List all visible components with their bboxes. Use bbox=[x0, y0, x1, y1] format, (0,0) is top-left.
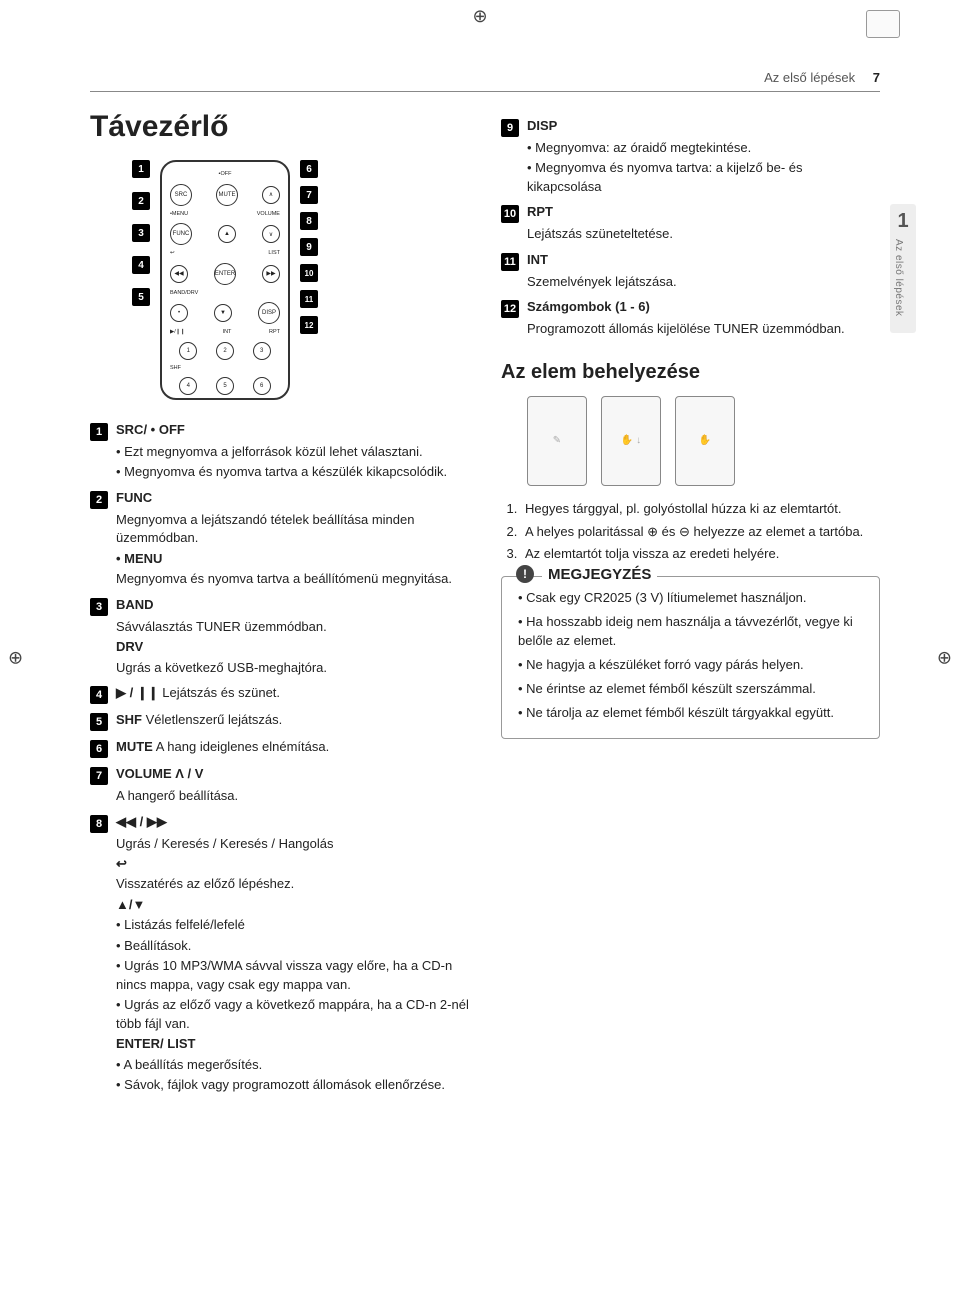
remote-down: ▼ bbox=[214, 304, 232, 322]
callout-4: 4 bbox=[132, 256, 150, 274]
callout-10: 10 bbox=[300, 264, 318, 282]
item-10-lead: RPT bbox=[527, 204, 553, 219]
remote-illustration: 12345 •OFF SRC MUTE ∧ •MENU VOLUME FUNC … bbox=[132, 160, 469, 400]
note-box: ! MEGJEGYZÉS Csak egy CR2025 (3 V) lítiu… bbox=[501, 576, 880, 739]
item-7-body: A hangerő beállítása. bbox=[116, 787, 469, 805]
callout-8: 8 bbox=[300, 212, 318, 230]
remote-prev: ◀◀ bbox=[170, 265, 188, 283]
item-10-badge: 10 bbox=[501, 205, 519, 223]
battery-step-2-img: ✋ ↓ bbox=[601, 396, 661, 486]
callout-5: 5 bbox=[132, 288, 150, 306]
battery-steps: Hegyes tárggyal, pl. golyóstollal húzza … bbox=[521, 500, 880, 565]
callout-12: 12 bbox=[300, 316, 318, 334]
remote-vol-up: ∧ bbox=[262, 186, 280, 204]
registration-mark-left: ⊕ bbox=[8, 647, 23, 668]
side-tab-label: Az első lépések bbox=[893, 239, 904, 317]
header-page-number: 7 bbox=[873, 70, 880, 85]
remote-next: ▶▶ bbox=[262, 265, 280, 283]
callout-7: 7 bbox=[300, 186, 318, 204]
item-12-lead: Számgombok (1 - 6) bbox=[527, 299, 650, 314]
item-1-lead: SRC/ • OFF bbox=[116, 422, 185, 437]
item-2-lead: FUNC bbox=[116, 490, 152, 505]
item-6-badge: 6 bbox=[90, 740, 108, 758]
note-4: Ne érintse az elemet fémből készült szer… bbox=[518, 680, 867, 698]
page-header: Az első lépések 7 bbox=[90, 70, 880, 92]
note-icon: ! bbox=[516, 565, 534, 583]
callout-11: 11 bbox=[300, 290, 318, 308]
item-7-badge: 7 bbox=[90, 767, 108, 785]
corner-thumbnail bbox=[866, 10, 900, 38]
callout-6: 6 bbox=[300, 160, 318, 178]
step-3: Az elemtartót tolja vissza az eredeti he… bbox=[521, 545, 880, 564]
item-3-body: Sávválasztás TUNER üzemmódban.DRVUgrás a… bbox=[116, 618, 469, 677]
item-3-lead: BAND bbox=[116, 597, 154, 612]
remote-body: •OFF SRC MUTE ∧ •MENU VOLUME FUNC ▲ ∨ bbox=[160, 160, 290, 400]
item-8-lead: ◀◀ / ▶▶ bbox=[116, 814, 167, 829]
item-4-badge: 4 bbox=[90, 686, 108, 704]
remote-mute: MUTE bbox=[216, 184, 238, 206]
left-column: Távezérlő 12345 •OFF SRC MUTE ∧ •MENU VO… bbox=[90, 110, 469, 1096]
item-5-badge: 5 bbox=[90, 713, 108, 731]
remote-vol-down: ∨ bbox=[262, 225, 280, 243]
side-tab-number: 1 bbox=[893, 210, 913, 233]
remote-enter: ENTER bbox=[214, 263, 236, 285]
note-5: Ne tárolja az elemet fémből készült tárg… bbox=[518, 704, 867, 722]
side-tab: 1 Az első lépések bbox=[890, 204, 916, 333]
callout-1: 1 bbox=[132, 160, 150, 178]
item-1-body: • Ezt megnyomva a jelforrások közül lehe… bbox=[116, 443, 469, 482]
item-1-badge: 1 bbox=[90, 423, 108, 441]
step-1: Hegyes tárggyal, pl. golyóstollal húzza … bbox=[521, 500, 880, 519]
item-9-body: • Megnyomva: az óraidő megtekintése.• Me… bbox=[527, 139, 880, 196]
battery-heading: Az elem behelyezése bbox=[501, 361, 880, 384]
note-title: MEGJEGYZÉS bbox=[542, 566, 657, 583]
item-9-lead: DISP bbox=[527, 118, 557, 133]
battery-step-3-img: ✋ bbox=[675, 396, 735, 486]
right-column: 9 DISP • Megnyomva: az óraidő megtekintése… bbox=[501, 110, 880, 1096]
remote-func: FUNC bbox=[170, 223, 192, 245]
callout-2: 2 bbox=[132, 192, 150, 210]
item-2-badge: 2 bbox=[90, 491, 108, 509]
remote-disp: DISP bbox=[258, 302, 280, 324]
note-2: Ha hosszabb ideig nem használja a távvez… bbox=[518, 613, 867, 649]
page-title: Távezérlő bbox=[90, 110, 469, 144]
item-11-lead: INT bbox=[527, 252, 548, 267]
item-10-body: Lejátszás szüneteltetése. bbox=[527, 225, 880, 243]
registration-mark-top: ⊕ bbox=[472, 6, 487, 27]
battery-illustrations: ✎ ✋ ↓ ✋ bbox=[527, 396, 880, 486]
item-11-body: Szemelvények lejátszása. bbox=[527, 273, 880, 291]
remote-band: • bbox=[170, 304, 188, 322]
item-2-body: Megnyomva a lejátszandó tételek beállítá… bbox=[116, 511, 469, 589]
step-2: A helyes polaritással ⊕ és ⊖ helyezze az… bbox=[521, 523, 880, 542]
callout-9: 9 bbox=[300, 238, 318, 256]
item-9-badge: 9 bbox=[501, 119, 519, 137]
item-3-badge: 3 bbox=[90, 598, 108, 616]
item-4-lead: ▶ / ❙❙ bbox=[116, 685, 159, 700]
callout-3: 3 bbox=[132, 224, 150, 242]
item-8-body: Ugrás / Keresés / Keresés / Hangolás↩Vis… bbox=[116, 835, 469, 1095]
item-5-lead: SHF bbox=[116, 712, 142, 727]
note-3: Ne hagyja a készüléket forró vagy párás … bbox=[518, 656, 867, 674]
item-8-badge: 8 bbox=[90, 815, 108, 833]
registration-mark-right: ⊕ bbox=[937, 647, 952, 668]
note-1: Csak egy CR2025 (3 V) lítiumelemet haszn… bbox=[518, 589, 867, 607]
battery-step-1-img: ✎ bbox=[527, 396, 587, 486]
remote-src: SRC bbox=[170, 184, 192, 206]
remote-up: ▲ bbox=[218, 225, 236, 243]
item-6-lead: MUTE bbox=[116, 739, 153, 754]
header-section: Az első lépések bbox=[764, 70, 855, 85]
item-12-badge: 12 bbox=[501, 300, 519, 318]
item-11-badge: 11 bbox=[501, 253, 519, 271]
item-7-lead: VOLUME Λ / V bbox=[116, 766, 203, 781]
item-12-body: Programozott állomás kijelölése TUNER üz… bbox=[527, 320, 880, 338]
